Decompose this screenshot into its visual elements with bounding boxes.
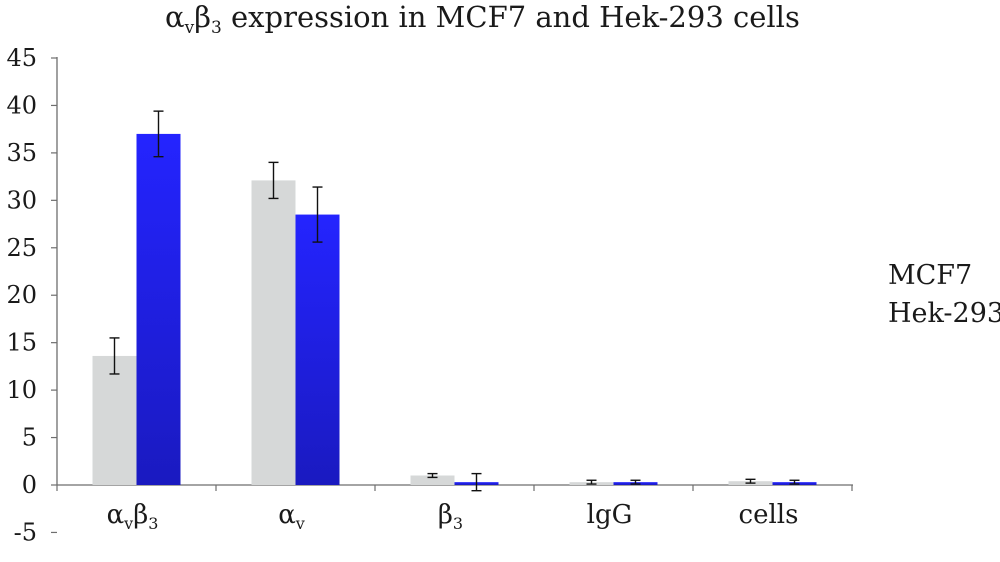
x-category-label-part: 3 xyxy=(453,514,463,533)
legend: MCF7 Hek-293 xyxy=(888,260,1000,329)
title-alpha: α xyxy=(165,0,185,34)
legend-item-hek-293: Hek-293 xyxy=(888,298,1000,329)
x-category-label: β3 xyxy=(438,500,463,533)
title-rest: expression in MCF7 and Hek-293 cells xyxy=(222,0,800,34)
bar-mcf7 xyxy=(410,475,455,485)
x-category-label: αvβ3 xyxy=(107,500,159,533)
y-tick-label: 25 xyxy=(6,234,37,262)
x-category-label-part: β xyxy=(438,500,453,530)
y-tick-label: 30 xyxy=(6,186,37,214)
category-labels: αvβ3 αv β3 lgG cells xyxy=(107,500,799,533)
title-beta-sub: 3 xyxy=(211,18,222,38)
y-tick-label: 10 xyxy=(6,376,37,404)
x-category-label-part: lgG xyxy=(587,500,633,530)
x-category-label-part: 3 xyxy=(148,514,158,533)
chart-title: αvβ3 expression in MCF7 and Hek-293 cell… xyxy=(165,0,800,38)
x-category-label-part: v xyxy=(123,514,133,533)
x-category-label-part: v xyxy=(295,514,305,533)
bar-hek-293 xyxy=(295,214,340,486)
y-tick-label: -5 xyxy=(14,518,37,546)
title-beta: β xyxy=(194,0,211,34)
x-category-label-part: α xyxy=(107,500,125,530)
error-bars-group xyxy=(109,110,800,492)
x-category-label: cells xyxy=(739,500,799,530)
y-tick-label: 20 xyxy=(6,281,37,309)
y-tick-label: 5 xyxy=(22,424,37,452)
bar-hek-293 xyxy=(136,133,181,485)
bar-mcf7 xyxy=(92,355,137,485)
y-axis-ticks: 45 40 35 30 25 20 15 10 5 0 -5 xyxy=(6,44,57,546)
x-category-label-part: α xyxy=(278,500,296,530)
legend-item-mcf7: MCF7 xyxy=(888,260,972,291)
y-tick-label: 45 xyxy=(6,44,37,72)
y-tick-label: 0 xyxy=(22,471,37,499)
x-category-label: αv xyxy=(278,500,305,533)
y-tick-label: 35 xyxy=(6,139,37,167)
bars-group xyxy=(92,133,817,486)
x-axis-ticks xyxy=(56,485,853,491)
y-tick-label: 15 xyxy=(6,329,37,357)
x-category-label: lgG xyxy=(587,500,633,530)
y-tick-label: 40 xyxy=(6,91,37,119)
title-alpha-sub: v xyxy=(184,18,195,38)
x-category-label-part: β xyxy=(133,500,148,530)
bar-mcf7 xyxy=(251,180,296,485)
x-category-label-part: cells xyxy=(739,500,799,530)
